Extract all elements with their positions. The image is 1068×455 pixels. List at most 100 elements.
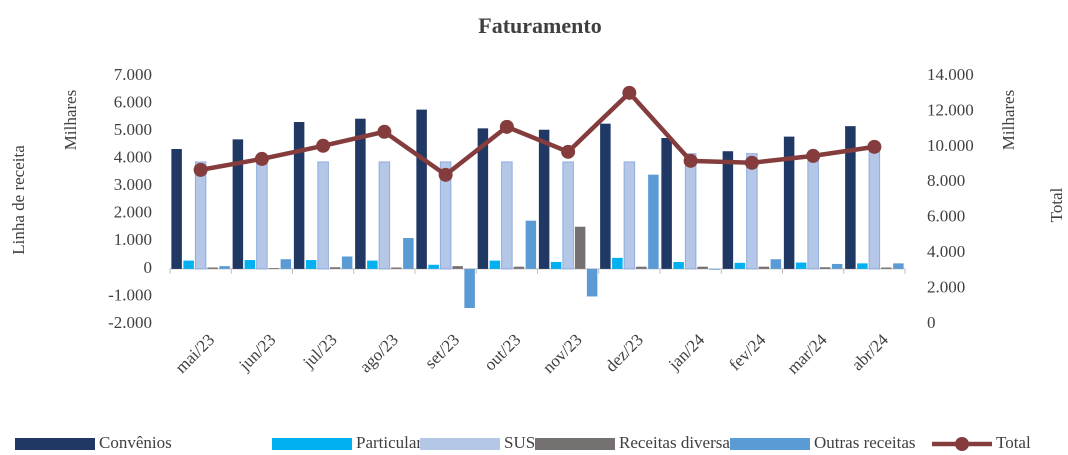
bar — [280, 259, 292, 269]
bar — [807, 153, 819, 270]
line-marker — [806, 148, 821, 163]
bar — [819, 267, 831, 269]
bar — [586, 268, 598, 297]
bar — [232, 139, 244, 269]
bar — [194, 161, 207, 270]
bar — [341, 256, 353, 269]
line-marker — [438, 167, 453, 182]
y2-axis-unit: Milhares — [999, 90, 1018, 150]
y-tick-label: 4.000 — [114, 148, 152, 167]
bar — [244, 260, 256, 269]
y-tick-label: 6.000 — [114, 92, 152, 111]
bar — [538, 129, 550, 269]
y2-tick-label: 0 — [927, 313, 936, 332]
y2-tick-label: 10.000 — [927, 136, 974, 155]
bar — [746, 153, 758, 270]
bar — [734, 262, 746, 269]
x-tick-label: jul/23 — [299, 330, 341, 372]
bar — [525, 220, 537, 269]
legend-label: Convênios — [99, 433, 172, 452]
bar — [439, 161, 452, 270]
line-marker — [683, 153, 698, 168]
bar — [770, 259, 782, 269]
bar — [673, 262, 684, 269]
x-tick-label: abr/24 — [848, 330, 892, 374]
bar — [268, 268, 280, 269]
bar — [550, 262, 562, 269]
y2-tick-label: 4.000 — [927, 242, 965, 261]
bar — [256, 161, 268, 270]
bar — [501, 161, 513, 270]
legend-swatch — [272, 438, 352, 450]
bar — [623, 161, 636, 270]
x-tick-label: nov/23 — [539, 330, 586, 377]
bar — [464, 268, 475, 309]
legend-label: Total — [996, 433, 1031, 452]
bar — [612, 257, 623, 269]
y2-tick-label: 2.000 — [927, 277, 965, 296]
bar — [661, 138, 672, 269]
line-marker — [316, 138, 331, 153]
line-marker — [193, 162, 208, 177]
y-tick-label: 0 — [144, 258, 153, 277]
y-tick-label: 5.000 — [114, 120, 152, 139]
bar — [783, 136, 795, 269]
bar — [378, 161, 391, 270]
bar — [489, 260, 501, 269]
bar — [355, 118, 366, 269]
legend-swatch — [730, 438, 810, 450]
x-tick-label: mai/23 — [171, 330, 218, 377]
bar — [758, 266, 770, 269]
bar — [477, 128, 489, 269]
bar — [857, 263, 868, 269]
y2-tick-label: 14.000 — [927, 65, 974, 84]
legend-swatch — [535, 438, 615, 450]
y-tick-label: -1.000 — [108, 285, 152, 304]
bar — [684, 153, 697, 270]
x-tick-label: jan/24 — [664, 330, 709, 375]
x-tick-label: set/23 — [421, 330, 463, 372]
y-tick-label: 1.000 — [114, 230, 152, 249]
y2-tick-label: 6.000 — [927, 207, 965, 226]
bar — [648, 174, 659, 269]
y-tick-label: -2.000 — [108, 313, 152, 332]
bar — [600, 123, 611, 269]
bar — [329, 267, 341, 269]
bar — [709, 268, 720, 270]
legend-swatch — [420, 438, 500, 450]
line-marker — [254, 151, 269, 166]
x-tick-label: dez/23 — [601, 330, 646, 375]
bar — [562, 161, 574, 270]
bar — [893, 263, 904, 269]
bar — [795, 262, 807, 269]
legend-label: SUS — [504, 433, 535, 452]
bar — [293, 122, 305, 269]
x-tick-label: mar/24 — [783, 330, 831, 378]
y-axis-label: Linha de receita — [9, 145, 28, 255]
y2-tick-label: 8.000 — [927, 171, 965, 190]
y2-axis-label: Total — [1047, 187, 1066, 222]
legend-label: Outras receitas — [814, 433, 915, 452]
legend-label: Particulares — [356, 433, 436, 452]
legend-label: Receitas diversas — [619, 433, 737, 452]
bar — [636, 266, 647, 269]
bar — [574, 226, 586, 269]
bar — [183, 260, 194, 269]
bar — [367, 260, 378, 269]
x-tick-label: fev/24 — [725, 330, 769, 374]
line-marker — [744, 155, 759, 170]
line-marker — [622, 85, 637, 100]
bar — [219, 266, 230, 269]
y-tick-label: 7.000 — [114, 65, 152, 84]
bar — [868, 147, 881, 270]
line-marker — [867, 139, 882, 154]
line-marker — [561, 144, 576, 159]
bar — [831, 263, 843, 269]
bar — [207, 267, 218, 269]
bar — [416, 109, 427, 269]
x-tick-label: jun/23 — [235, 330, 280, 375]
x-tick-label: ago/23 — [356, 330, 402, 376]
chart-title: Faturamento — [478, 13, 601, 38]
bar — [317, 161, 329, 270]
